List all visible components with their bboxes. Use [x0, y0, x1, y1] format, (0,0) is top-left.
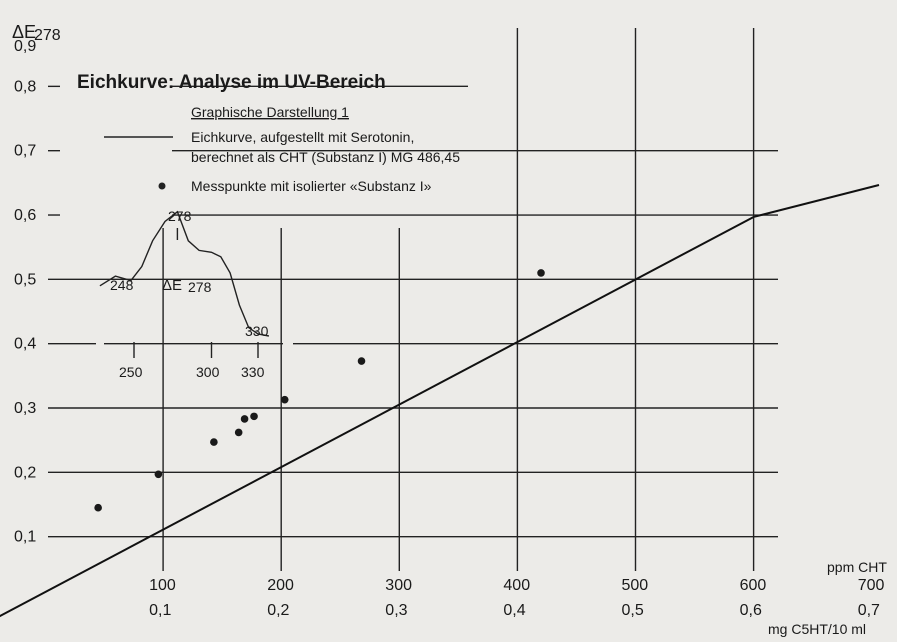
y-tick-4: 0,4	[14, 336, 36, 353]
inset-spectrum: 248 278 330 ΔE 278 250 300 330	[96, 208, 293, 380]
data-point-8	[357, 357, 366, 365]
x-tick-top-300: 300	[385, 577, 412, 594]
y-tick-5: 0,5	[14, 271, 36, 288]
y-tick-9: 0,9	[14, 38, 36, 55]
inset-label-248: 248	[110, 277, 134, 293]
y-axis-label: ΔE	[12, 22, 36, 42]
x-tick-bottom-600: 0,6	[740, 602, 762, 619]
y-tick-7: 0,7	[14, 143, 36, 160]
y-axis-label-sub: 278	[34, 27, 61, 44]
grid-lines	[48, 28, 778, 571]
inset-curve	[99, 210, 270, 337]
legend-point-label: Messpunkte mit isolierter «Substanz I»	[191, 178, 432, 194]
x-tick-bottom-400: 0,4	[503, 602, 525, 619]
data-point-6	[250, 412, 258, 421]
inset-axis-gap-left	[96, 340, 104, 370]
x-tick-top-700: 700	[858, 577, 885, 594]
data-point-2	[154, 470, 163, 479]
x-tick-top-100: 100	[149, 577, 176, 594]
y-tick-2: 0,2	[14, 464, 36, 481]
data-points	[94, 269, 545, 512]
y-tick-6: 0,6	[14, 207, 36, 224]
data-point-3	[210, 438, 218, 446]
chart-title: Eichkurve: Analyse im UV-Bereich	[77, 72, 386, 93]
x-axis-label-top: ppm CHT	[827, 559, 887, 575]
y-tick-1: 0,1	[14, 529, 36, 546]
data-point-5	[240, 415, 249, 423]
x-tick-top-600: 600	[740, 577, 767, 594]
y-tick-8: 0,8	[14, 78, 36, 95]
inset-label-330: 330	[245, 323, 269, 339]
calibration-line-extension	[753, 184, 880, 218]
inset-ylabel: ΔE	[162, 277, 182, 294]
inset-ylabel-sub: 278	[188, 279, 212, 295]
inset-tick-330: 330	[241, 364, 265, 380]
x-tick-top-500: 500	[622, 577, 649, 594]
x-tick-bottom-700: 0,7	[858, 602, 880, 619]
x-tick-bottom-500: 0,5	[622, 602, 644, 619]
inset-axis-gap	[283, 340, 293, 370]
legend-line-label-2: berechnet als CHT (Substanz I) MG 486,45	[191, 149, 460, 165]
x-tick-bottom-200: 0,2	[267, 602, 289, 619]
x-tick-top-400: 400	[503, 577, 530, 594]
calibration-line	[0, 216, 755, 618]
x-tick-top-200: 200	[267, 577, 294, 594]
x-tick-bottom-100: 0,1	[149, 602, 171, 619]
tick-labels: 0,1 0,2 0,3 0,4 0,5 0,6 0,7 0,8 0,9 100 0,1 200 0,2 3…	[14, 38, 884, 619]
x-tick-bottom-300: 0,3	[385, 602, 407, 619]
data-point-4	[234, 428, 243, 437]
inset-tick-300: 300	[196, 364, 220, 380]
data-point-7	[280, 395, 289, 404]
inset-label-278: 278	[168, 208, 192, 224]
legend-line-label-1: Eichkurve, aufgestellt mit Serotonin,	[191, 129, 414, 145]
legend-point-symbol	[158, 182, 166, 190]
inset-tick-250: 250	[119, 364, 143, 380]
data-point-1	[94, 503, 102, 512]
chart-subtitle: Graphische Darstellung 1	[191, 104, 349, 120]
x-axis-label-bottom: mg C5HT/10 ml	[768, 621, 866, 637]
y-tick-3: 0,3	[14, 400, 36, 417]
data-point-9	[537, 269, 545, 277]
